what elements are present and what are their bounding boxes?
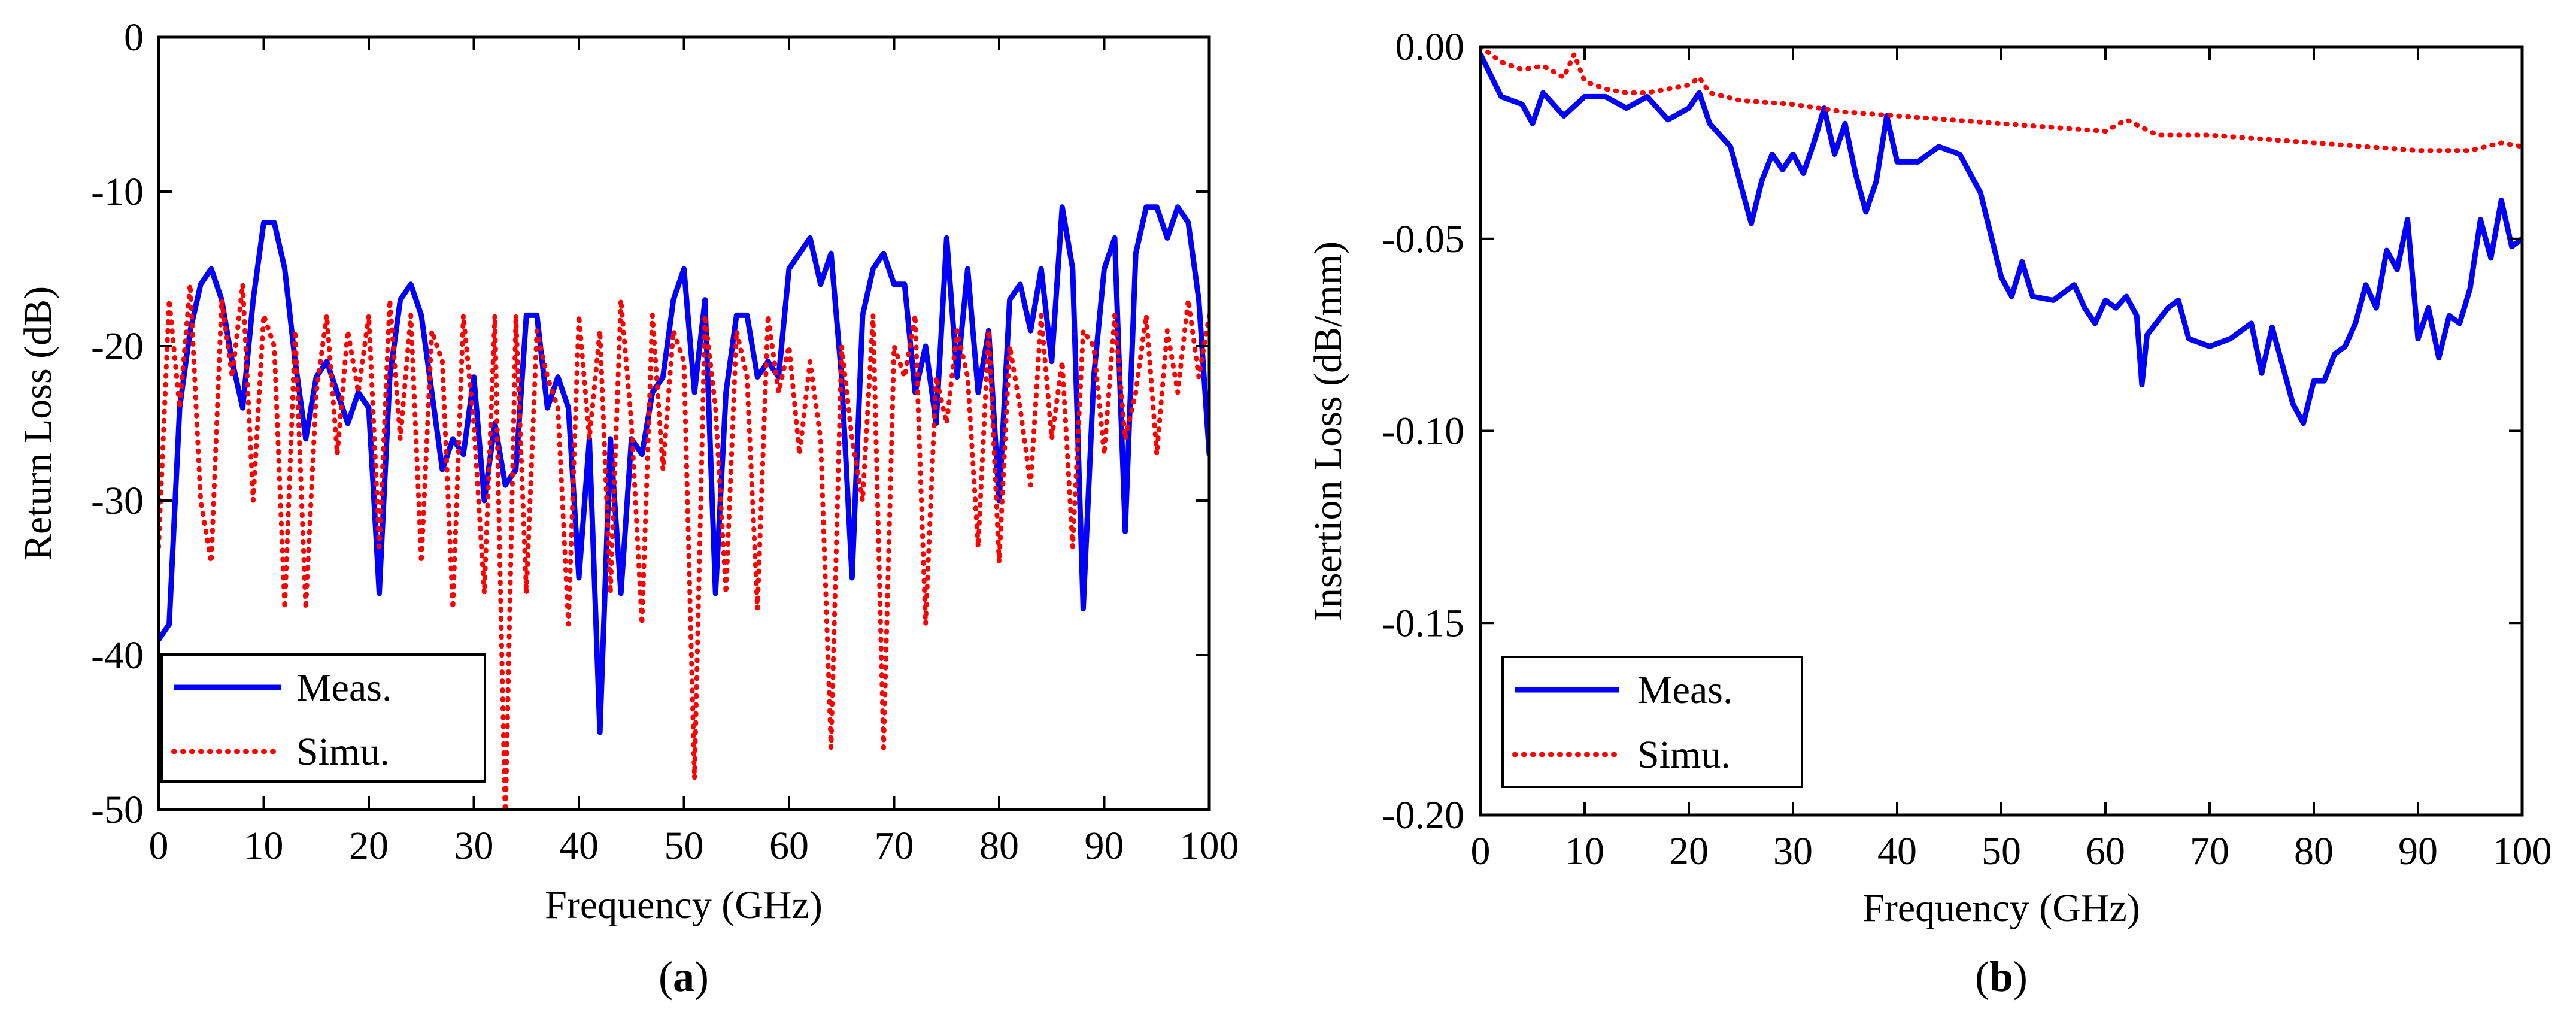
panel-b-x-tick-label: 0 (1471, 829, 1491, 873)
panel-b-x-tick-label: 40 (1877, 829, 1917, 873)
panel-b-x-tick-label: 20 (1669, 829, 1709, 873)
panel-a-x-tick-label: 80 (979, 824, 1019, 868)
panel-a-y-tick-label: -50 (91, 788, 144, 832)
panel-a-x-tick-label: 0 (149, 824, 169, 868)
panel-a-return-loss-chart: 0 10 20 30 40 50 60 70 80 90 100 0 -10 -20 -30 -40 -50 F… (16, 16, 1239, 1001)
panel-a-y-tick-label: -30 (91, 479, 144, 523)
panel-a-caption-open: ( (659, 953, 673, 1001)
panel-a-legend-box (160, 653, 486, 783)
panel-a-caption-letter: a (673, 953, 694, 1001)
panel-b-x-tick-label: 100 (2493, 829, 2552, 873)
panel-a-x-tick-label: 20 (349, 824, 389, 868)
panel-b-y-tick-label: -0.15 (1382, 601, 1464, 645)
panel-b-x-tick-label: 30 (1773, 829, 1813, 873)
panel-b-legend-box (1501, 656, 1803, 788)
panel-b-caption-close: ) (2013, 953, 2028, 1001)
panel-b-ticks-layer: 0 10 20 30 40 50 60 70 80 90 100 0.00 -0.05 -0.10 -0.1… (1382, 25, 2552, 873)
panel-a-y-tick-label: 0 (124, 16, 144, 59)
panel-b-legend-meas-label: Meas. (1637, 668, 1732, 712)
panel-b-series-simu-line (1480, 47, 2522, 153)
panel-a-legend: Meas. Simu. (160, 653, 486, 783)
panel-a-x-tick-label: 40 (559, 824, 599, 868)
panel-a-x-tick-label: 10 (244, 824, 284, 868)
panel-a-x-tick-label: 30 (454, 824, 494, 868)
panel-a-x-tick-label: 90 (1085, 824, 1124, 868)
panel-a-series-layer (159, 204, 1209, 810)
panel-b-x-tick-label: 60 (2086, 829, 2125, 873)
panel-b-x-tick-label: 80 (2294, 829, 2334, 873)
panel-b-x-axis-title: Frequency (GHz) (1862, 886, 2140, 930)
panel-b-insertion-loss-chart: 0 10 20 30 40 50 60 70 80 90 100 0.00 -0.05 -0.10 -0.1… (1306, 25, 2552, 1001)
panel-b-series-layer (1480, 47, 2522, 426)
panel-b-y-tick-label: 0.00 (1395, 25, 1465, 69)
panel-a-legend-meas-label: Meas. (296, 666, 392, 710)
panel-b-y-axis-title: Insertion Loss (dB/mm) (1306, 241, 1350, 621)
panel-b-y-tick-label: -0.20 (1382, 793, 1464, 837)
panel-b-x-tick-label: 50 (1982, 829, 2021, 873)
panel-a-caption-close: ) (694, 953, 709, 1001)
panel-a-x-tick-label: 70 (875, 824, 914, 868)
panel-b-legend-simu-label: Simu. (1637, 733, 1731, 777)
panel-a-caption: (a) (659, 953, 709, 1001)
panel-a-y-tick-label: -40 (91, 634, 144, 677)
panel-a-x-tick-label: 100 (1180, 824, 1239, 868)
panel-a-y-tick-label: -10 (91, 170, 144, 214)
panel-b-caption-open: ( (1975, 953, 1989, 1001)
panel-b-legend: Meas. Simu. (1501, 656, 1803, 788)
panel-a-x-axis-title: Frequency (GHz) (545, 883, 823, 927)
panel-b-y-tick-label: -0.05 (1382, 217, 1464, 261)
panel-a-x-tick-label: 50 (665, 824, 704, 868)
panel-b-caption-letter: b (1989, 953, 2013, 1001)
panel-a-series-meas-line (159, 204, 1209, 735)
panel-a-x-tick-label: 60 (769, 824, 809, 868)
panel-b-caption: (b) (1975, 953, 2028, 1001)
panel-b-x-tick-label: 10 (1565, 829, 1604, 873)
panel-b-x-tick-label: 70 (2190, 829, 2229, 873)
panel-b-y-tick-label: -0.10 (1382, 410, 1464, 453)
panel-a-series-simu-line (159, 281, 1209, 810)
panel-a-y-axis-title: Return Loss (dB) (16, 286, 60, 560)
panel-b-series-meas-line (1480, 51, 2522, 426)
panel-b-x-tick-label: 90 (2398, 829, 2438, 873)
panel-a-y-tick-label: -20 (91, 325, 144, 368)
panel-a-ticks-layer: 0 10 20 30 40 50 60 70 80 90 100 0 -10 -20 -30 -40 -50 (91, 16, 1239, 868)
panel-a-legend-simu-label: Simu. (296, 730, 390, 774)
